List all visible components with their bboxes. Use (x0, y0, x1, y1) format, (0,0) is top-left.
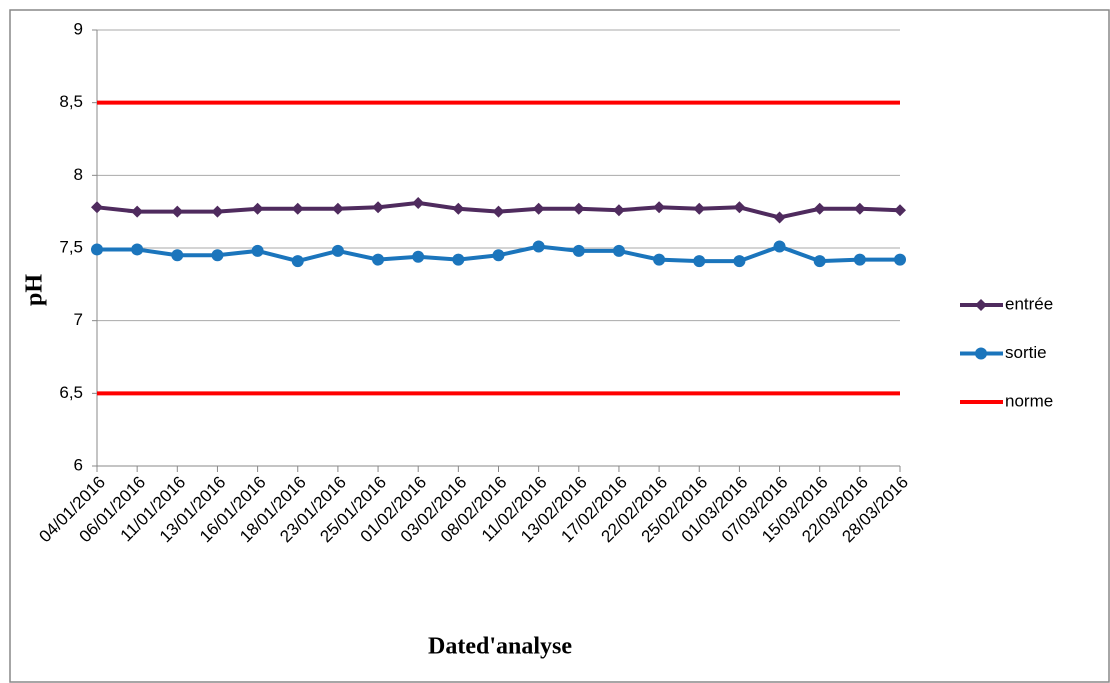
marker (452, 202, 465, 215)
marker (171, 205, 184, 218)
marker (372, 201, 385, 214)
y-tick-label: 6 (74, 455, 83, 474)
x-axis-label: Dated'analyse (428, 634, 572, 660)
legend-label: entrée (1005, 294, 1053, 313)
marker (693, 202, 706, 215)
marker (331, 202, 344, 215)
marker (171, 249, 184, 262)
marker (211, 249, 224, 262)
y-tick-label: 8,5 (59, 92, 83, 111)
y-tick-label: 7,5 (59, 237, 83, 256)
marker (492, 249, 505, 262)
y-tick-label: 7 (74, 310, 83, 329)
marker (894, 253, 906, 266)
marker (733, 201, 746, 214)
y-tick-label: 9 (74, 19, 83, 38)
marker (131, 243, 144, 256)
marker (773, 211, 786, 224)
marker (733, 255, 746, 268)
marker (91, 243, 103, 256)
marker (773, 240, 786, 253)
marker (452, 253, 465, 266)
marker (894, 204, 906, 217)
marker (572, 202, 585, 215)
marker (412, 196, 425, 209)
marker (532, 240, 545, 253)
marker (291, 202, 304, 215)
marker (492, 205, 505, 218)
legend-marker (975, 299, 987, 311)
marker (813, 255, 826, 268)
marker (131, 205, 144, 218)
marker (251, 244, 264, 257)
legend-label: norme (1005, 391, 1053, 410)
marker (532, 202, 545, 215)
marker (612, 204, 625, 217)
marker (572, 244, 585, 257)
legend-marker (975, 347, 987, 360)
marker (853, 253, 866, 266)
marker (412, 250, 425, 263)
marker (612, 244, 625, 257)
y-tick-label: 6,5 (59, 383, 83, 402)
marker (693, 255, 706, 268)
marker (91, 201, 103, 214)
marker (291, 255, 304, 268)
chart-frame (9, 9, 1110, 683)
marker (211, 205, 224, 218)
y-axis-label: pH (22, 274, 48, 306)
marker (372, 253, 385, 266)
marker (653, 253, 666, 266)
legend-label: sortie (1005, 343, 1047, 362)
marker (331, 244, 344, 257)
y-tick-label: 8 (74, 165, 83, 184)
marker (251, 202, 264, 215)
marker (653, 201, 666, 214)
marker (853, 202, 866, 215)
marker (813, 202, 826, 215)
